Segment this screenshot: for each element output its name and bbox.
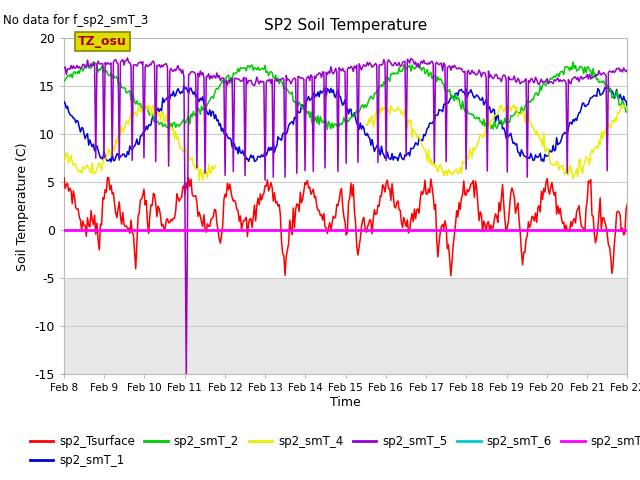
Title: SP2 Soil Temperature: SP2 Soil Temperature	[264, 18, 428, 33]
Legend: sp2_Tsurface, sp2_smT_1, sp2_smT_2, sp2_smT_4, sp2_smT_5, sp2_smT_6, sp2_smT_7: sp2_Tsurface, sp2_smT_1, sp2_smT_2, sp2_…	[25, 431, 640, 472]
Y-axis label: Soil Temperature (C): Soil Temperature (C)	[16, 142, 29, 271]
Text: TZ_osu: TZ_osu	[78, 35, 127, 48]
X-axis label: Time: Time	[330, 396, 361, 409]
Text: No data for f_sp2_smT_3: No data for f_sp2_smT_3	[3, 14, 148, 27]
Bar	[64, 38, 627, 278]
